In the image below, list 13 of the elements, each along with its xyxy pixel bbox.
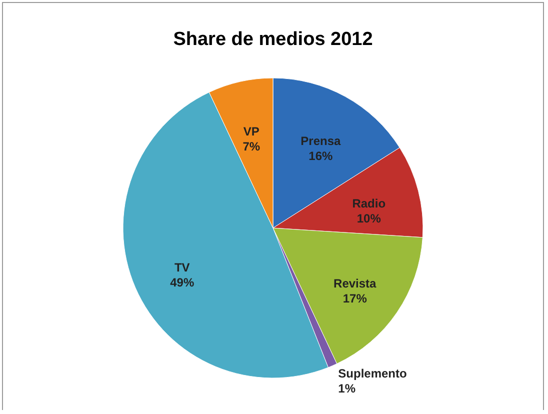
data-label: 1% [338, 381, 356, 396]
data-label: 7% [242, 139, 260, 154]
slice-label: Prensa [300, 134, 342, 148]
data-label: 10% [356, 211, 382, 226]
slice-label: Revista [334, 276, 377, 291]
slice-label: Suplemento [338, 366, 407, 380]
data-label: 16% [308, 149, 334, 164]
data-label: 17% [342, 292, 368, 306]
slice-label: Radio [352, 196, 386, 210]
slice-label: TV [174, 260, 190, 274]
data-label: 49% [170, 275, 194, 290]
slice-label: VP [243, 124, 260, 138]
chart-title: Share de medios 2012 [173, 29, 373, 50]
